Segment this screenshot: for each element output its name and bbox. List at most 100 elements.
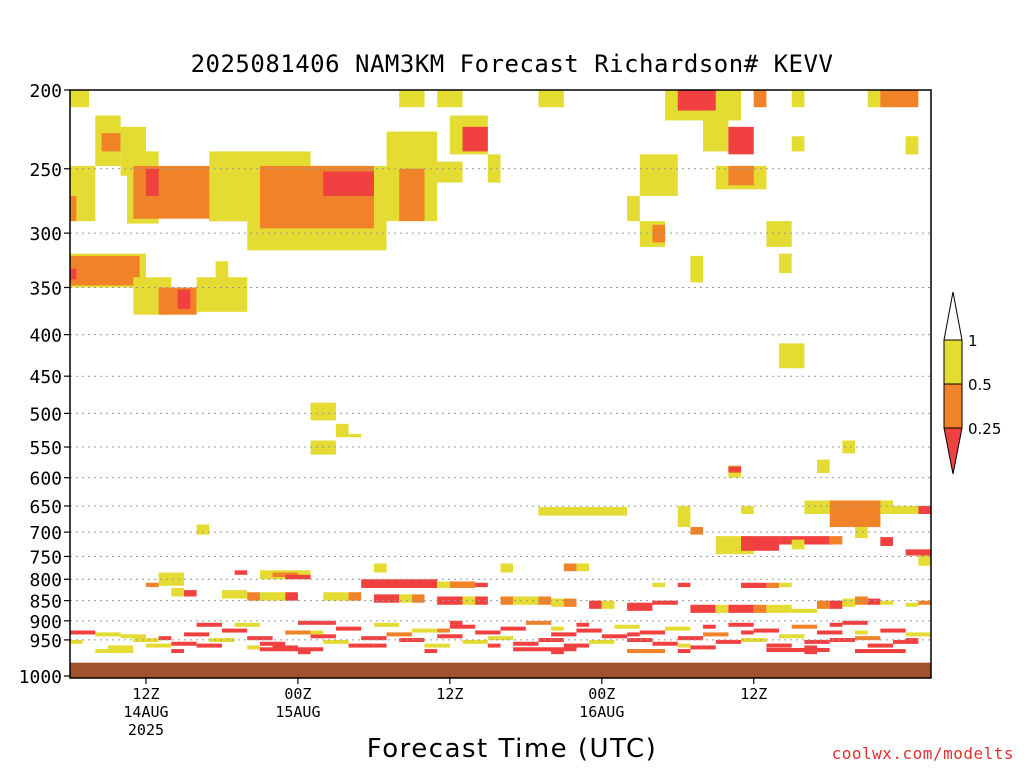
colorbar-lower-arrow [943, 427, 963, 475]
richardson-cell [905, 602, 919, 607]
x-tick-label: 00Z [284, 685, 311, 703]
richardson-cell [589, 639, 615, 644]
richardson-cell [95, 632, 121, 637]
x-tick-label: 12Z [740, 685, 767, 703]
richardson-cell [449, 624, 476, 629]
richardson-cell [791, 136, 805, 152]
richardson-cell [101, 133, 121, 152]
richardson-cell [177, 289, 191, 310]
richardson-cell [867, 643, 894, 648]
richardson-cell [627, 638, 653, 643]
richardson-cell [551, 632, 577, 637]
richardson-cell [703, 624, 716, 629]
richardson-cell [272, 572, 298, 578]
richardson-cell [399, 168, 425, 222]
richardson-cell [677, 643, 691, 648]
richardson-cell [500, 626, 526, 631]
richardson-cell [323, 639, 349, 644]
richardson-cell [196, 277, 248, 312]
richardson-cell [842, 620, 868, 625]
richardson-cell [462, 596, 476, 605]
richardson-cell [373, 622, 400, 627]
richardson-cell [462, 639, 488, 644]
richardson-cell [437, 628, 450, 633]
y-tick-label: 350 [29, 278, 62, 299]
richardson-cell [107, 645, 134, 650]
richardson-cell [120, 634, 146, 639]
richardson-cell [741, 630, 754, 635]
richardson-cell [538, 507, 628, 516]
richardson-cell [133, 638, 159, 643]
richardson-cell [399, 90, 425, 108]
y-tick-label: 800 [29, 570, 62, 591]
richardson-cell [171, 641, 197, 646]
richardson-cell [247, 592, 260, 601]
richardson-cell [348, 433, 362, 438]
y-tick-label: 400 [29, 326, 62, 347]
chart-title: 2025081406 NAM3KM Forecast Richardson# K… [190, 50, 834, 78]
richardson-cell [741, 505, 754, 515]
richardson-cell [310, 440, 336, 455]
y-tick-label: 600 [29, 469, 62, 490]
x-tick-label: 2025 [128, 721, 164, 739]
richardson-cell [880, 628, 906, 633]
richardson-cell [361, 579, 438, 588]
richardson-cell [310, 634, 336, 639]
richardson-cell [601, 600, 615, 609]
y-tick-label: 500 [29, 404, 62, 425]
richardson-cell [855, 527, 868, 539]
richardson-cell [437, 90, 463, 108]
richardson-cell [513, 596, 539, 605]
richardson-cell [728, 466, 742, 472]
richardson-cell [247, 636, 273, 641]
richardson-cell [817, 630, 843, 635]
richardson-cell [449, 581, 476, 588]
richardson-cell [880, 537, 894, 546]
richardson-cell [399, 638, 425, 643]
richardson-cell [741, 536, 780, 551]
richardson-cell [171, 587, 184, 597]
richardson-cell [437, 161, 463, 183]
richardson-cell [690, 645, 716, 650]
richardson-cell [70, 639, 83, 644]
y-tick-label: 650 [29, 497, 62, 518]
richardson-cell [627, 195, 640, 222]
richardson-cell [310, 402, 336, 421]
richardson-cell [487, 643, 501, 648]
richardson-cell [373, 594, 400, 603]
plot-frame [69, 89, 932, 679]
richardson-cell [500, 596, 514, 605]
richardson-cell [855, 515, 881, 528]
y-axis: 200 250 300 350 400 450 500 550 600 650 700 7508008… [19, 81, 70, 688]
richardson-cell [215, 261, 229, 283]
richardson-shading-layer [70, 90, 931, 655]
richardson-cell [335, 423, 349, 438]
x-tick-label: 12Z [436, 685, 463, 703]
richardson-cell [690, 527, 704, 535]
richardson-cell [880, 90, 894, 108]
x-tick-label: 16AUG [579, 703, 624, 721]
richardson-cell [893, 90, 919, 108]
richardson-cell [513, 647, 577, 652]
richardson-cell [386, 632, 412, 637]
richardson-cell [677, 649, 691, 654]
richardson-cell [791, 539, 805, 550]
richardson-cell [639, 154, 678, 196]
y-tick-label: 550 [29, 438, 62, 459]
richardson-cell [145, 168, 159, 196]
richardson-cell [791, 90, 805, 108]
richardson-cell [411, 628, 438, 633]
richardson-cell [259, 592, 286, 601]
richardson-cell [475, 582, 488, 588]
richardson-cell [918, 555, 931, 566]
richardson-cell [905, 136, 919, 155]
richardson-cell [310, 630, 324, 635]
richardson-cell [766, 221, 792, 247]
richardson-cell [905, 638, 919, 643]
richardson-cell [855, 636, 881, 641]
richardson-cell [652, 582, 666, 588]
richardson-cell [500, 563, 514, 573]
richardson-cell [665, 626, 691, 631]
